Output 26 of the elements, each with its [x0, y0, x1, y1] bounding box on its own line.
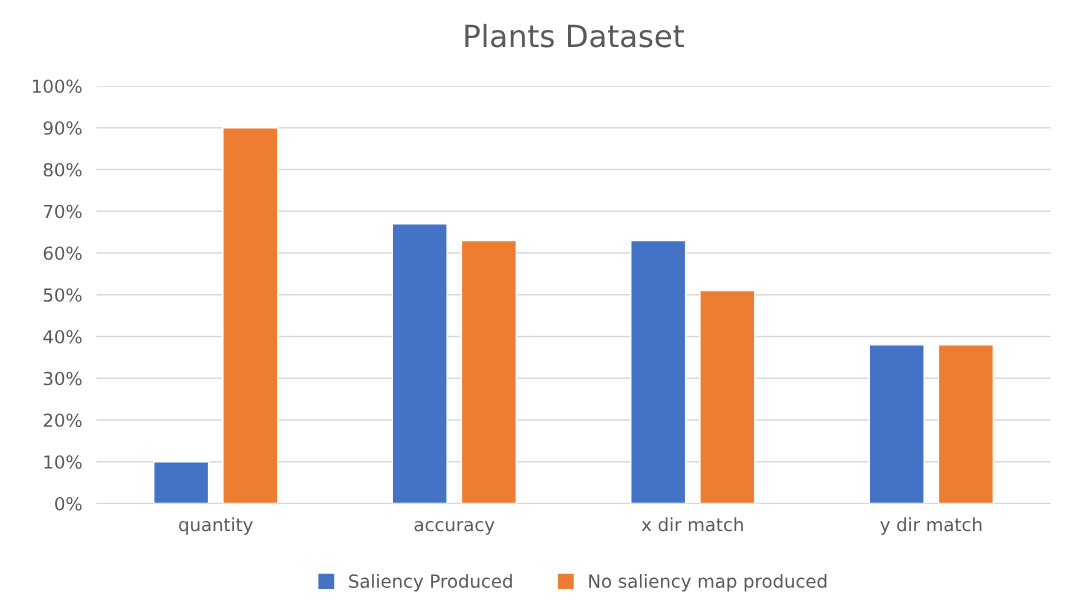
- chart-title: Plants Dataset: [465, 23, 684, 48]
- y-tick-label: 0%: [55, 496, 82, 511]
- y-tick-label: 20%: [43, 413, 82, 428]
- x-tick-label: accuracy: [414, 520, 495, 535]
- y-tick-label: 40%: [43, 329, 82, 344]
- y-tick-label: 50%: [43, 288, 82, 302]
- y-tick-label: 30%: [43, 371, 82, 386]
- x-tick-label: y dir match: [880, 517, 982, 535]
- legend-label: No saliency map produced: [589, 574, 827, 592]
- bar: [630, 239, 687, 504]
- y-tick-label: 70%: [43, 204, 82, 219]
- x-tick-label: x dir match: [641, 517, 743, 532]
- bar: [699, 289, 756, 504]
- x-tick-label: quantity: [179, 517, 253, 535]
- y-tick-label: 100%: [32, 79, 82, 94]
- legend-label: Saliency Produced: [349, 574, 512, 592]
- y-tick-label: 10%: [44, 455, 82, 469]
- bar: [153, 461, 210, 504]
- bar: [222, 127, 279, 504]
- y-tick-label: 80%: [43, 162, 82, 177]
- y-tick-label: 90%: [43, 121, 82, 135]
- bar: [937, 344, 995, 504]
- y-tick-label: 60%: [43, 246, 82, 261]
- bar: [391, 223, 448, 504]
- bar: [460, 239, 517, 504]
- bar: [868, 344, 925, 504]
